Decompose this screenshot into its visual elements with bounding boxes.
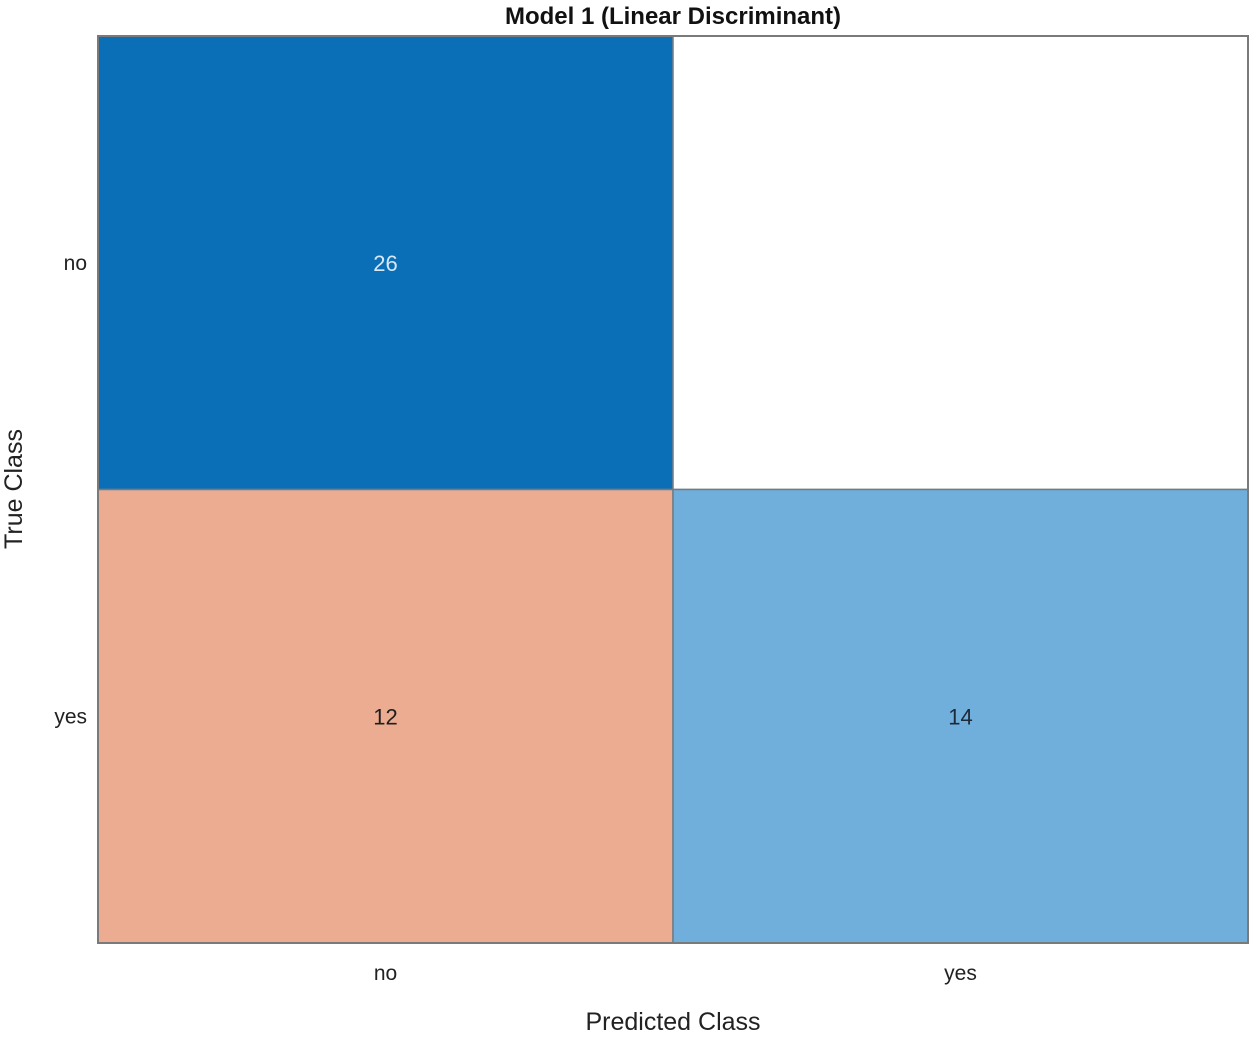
matrix-cell-no-yes: [672, 35, 1249, 491]
chart-title: Model 1 (Linear Discriminant): [505, 3, 841, 30]
matrix-cell-no-no: [97, 35, 674, 491]
x-tick-yes: yes: [944, 962, 977, 985]
y-tick-yes: yes: [54, 705, 87, 728]
cell-value-no-no: 26: [373, 251, 397, 276]
y-tick-labels: no yes: [54, 252, 87, 729]
x-axis-label: Predicted Class: [585, 1008, 760, 1036]
matrix-cells: [97, 35, 1249, 944]
plot-border: [97, 35, 1249, 944]
x-tick-no: no: [374, 962, 397, 985]
cell-value-yes-no: 12: [373, 704, 397, 729]
y-axis-label: True Class: [0, 429, 28, 549]
y-tick-no: no: [64, 252, 87, 275]
matrix-cell-yes-yes: [672, 488, 1249, 944]
matrix-cell-labels: 26 12 14: [373, 251, 972, 730]
cell-value-yes-yes: 14: [948, 704, 972, 729]
matrix-cell-yes-no: [97, 488, 674, 944]
x-tick-labels: no yes: [374, 962, 977, 985]
